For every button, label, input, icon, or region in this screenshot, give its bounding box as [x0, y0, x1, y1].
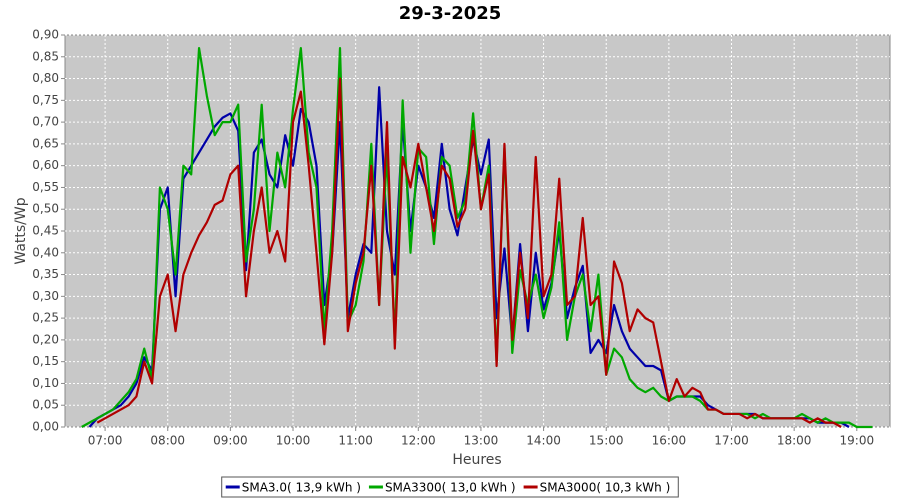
- y-axis-label: Watts/Wp: [13, 197, 29, 264]
- chart-title: 29-3-2025: [399, 3, 502, 24]
- y-tick-label: 0,65: [32, 136, 59, 150]
- y-tick-label: 0,60: [32, 158, 59, 172]
- y-tick-label: 0,80: [32, 71, 59, 85]
- y-tick-label: 0,45: [32, 224, 59, 238]
- legend-label: SMA3.0( 13,9 kWh ): [242, 481, 361, 495]
- x-tick-label: 11:00: [338, 434, 373, 448]
- legend-box: [221, 476, 679, 498]
- x-tick-label: 13:00: [464, 434, 499, 448]
- y-tick-label: 0,70: [32, 115, 59, 129]
- y-tick-label: 0,55: [32, 180, 59, 194]
- x-tick-label: 18:00: [777, 434, 812, 448]
- y-tick-label: 0,50: [32, 202, 59, 216]
- x-tick-label: 09:00: [213, 434, 248, 448]
- y-tick-label: 0,00: [32, 420, 59, 434]
- x-tick-label: 08:00: [150, 434, 185, 448]
- y-tick-label: 0,15: [32, 354, 59, 368]
- y-tick-label: 0,35: [32, 267, 59, 281]
- legend-label: SMA3300( 13,0 kWh ): [385, 481, 516, 495]
- y-tick-label: 0,40: [32, 245, 59, 259]
- y-tick-label: 0,25: [32, 311, 59, 325]
- x-tick-label: 07:00: [88, 434, 123, 448]
- legend-label: SMA3000( 10,3 kWh ): [540, 481, 671, 495]
- y-tick-label: 0,30: [32, 289, 59, 303]
- y-tick-label: 0,05: [32, 398, 59, 412]
- legend: SMA3.0( 13,9 kWh ) SMA3300( 13,0 kWh ) SMA…: [221, 476, 679, 498]
- series-line: [96, 77, 842, 428]
- x-tick-label: 17:00: [714, 434, 749, 448]
- x-tick-label: 16:00: [652, 434, 687, 448]
- x-tick-label: 10:00: [276, 434, 311, 448]
- y-tick-label: 0,85: [32, 49, 59, 63]
- x-tick-label: 14:00: [526, 434, 561, 448]
- x-axis-label: Heures: [452, 452, 501, 468]
- y-tick-label: 0,20: [32, 332, 59, 346]
- x-tick-label: 15:00: [589, 434, 624, 448]
- y-tick-label: 0,90: [32, 28, 59, 42]
- y-tick-label: 0,75: [32, 93, 59, 107]
- x-tick-label: 19:00: [840, 434, 875, 448]
- y-tick-label: 0,10: [32, 376, 59, 390]
- x-tick-label: 12:00: [401, 434, 436, 448]
